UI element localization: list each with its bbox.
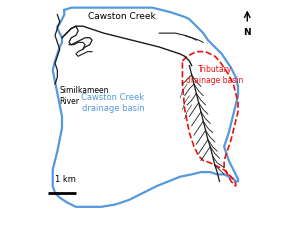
- Text: Cawston Creek: Cawston Creek: [88, 12, 156, 21]
- Text: Tributary
drainage basin: Tributary drainage basin: [186, 65, 244, 85]
- Text: Cawston Creek
drainage basin: Cawston Creek drainage basin: [81, 93, 145, 113]
- Text: 1 km: 1 km: [55, 175, 76, 184]
- Text: N: N: [244, 28, 251, 38]
- Text: Similkameen
River: Similkameen River: [60, 86, 109, 106]
